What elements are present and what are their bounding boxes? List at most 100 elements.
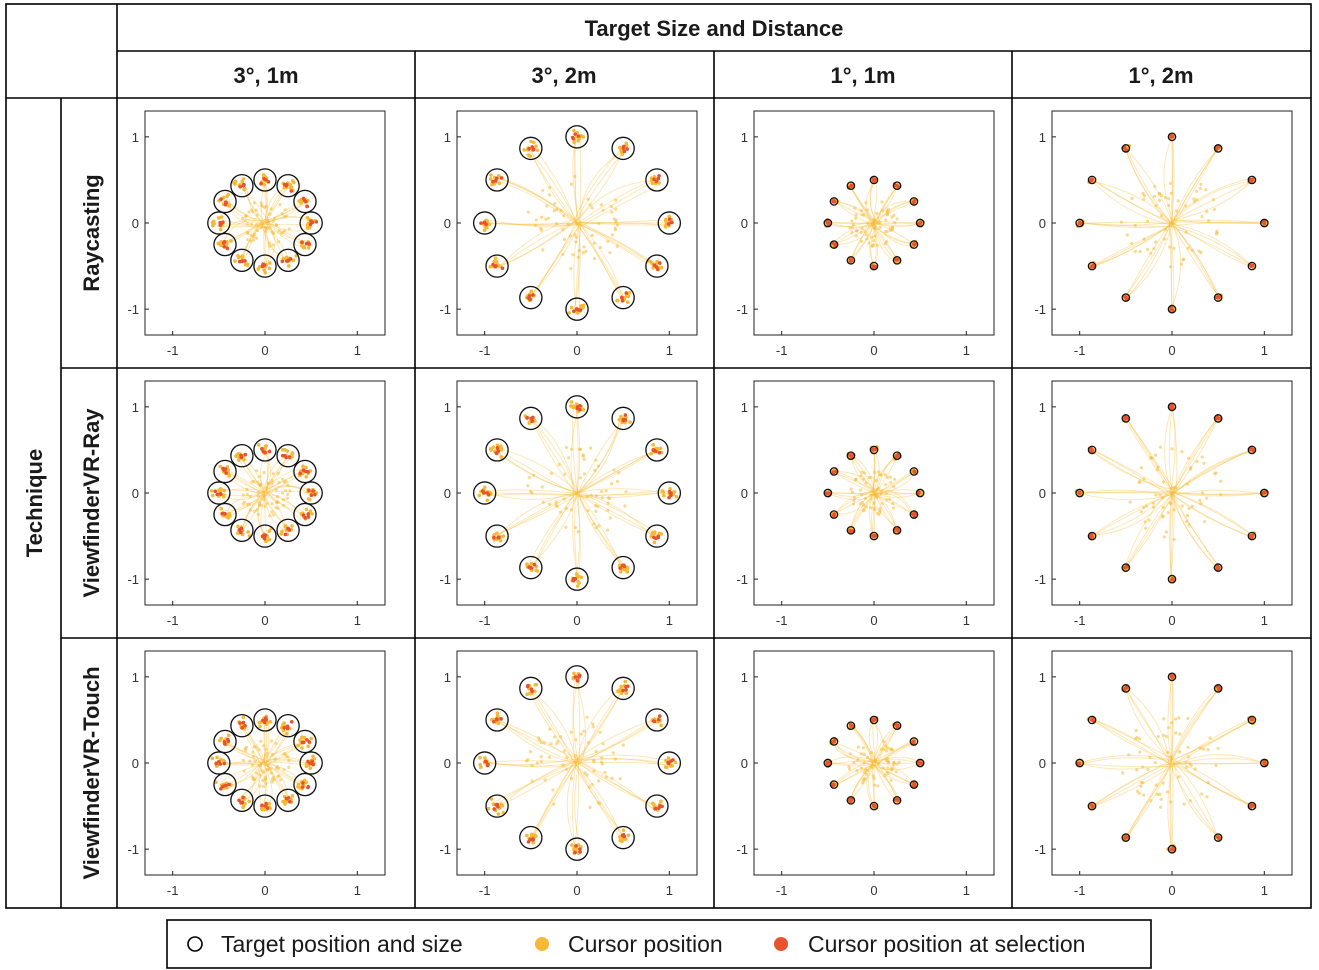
cursor-point — [873, 234, 877, 238]
target-circle — [892, 721, 902, 731]
y-tick-label: 1 — [1039, 670, 1046, 685]
cursor-point — [287, 765, 291, 770]
cursor-point — [1214, 763, 1218, 768]
cursor-trace — [261, 761, 301, 783]
cursor-point — [1142, 237, 1146, 241]
cursor-trace — [263, 760, 267, 803]
cursor-point — [881, 208, 885, 213]
cursor-trace — [577, 221, 666, 226]
scatter-panel: -1 0 1-101 — [439, 380, 698, 628]
cursor-trace — [833, 740, 876, 766]
cursor-point — [665, 765, 669, 770]
cursor-point — [591, 758, 596, 762]
selection-point — [531, 837, 535, 841]
target-circle — [1213, 293, 1223, 302]
cursor-point — [283, 524, 288, 528]
cursor-point — [497, 181, 502, 186]
selection-point — [499, 176, 504, 180]
cursor-trace — [1171, 179, 1253, 221]
cursor-point — [1186, 716, 1190, 721]
cursor-point — [301, 245, 305, 250]
cursor-trace — [1091, 448, 1168, 496]
cursor-point — [562, 497, 566, 501]
cursor-point — [865, 237, 869, 241]
cursor-point — [277, 240, 281, 244]
cursor-cloud — [240, 201, 291, 248]
target-circle — [892, 525, 902, 535]
selection-point — [493, 264, 497, 269]
cursor-point — [264, 747, 268, 751]
cursor-point — [547, 502, 552, 506]
cursor-point — [1159, 797, 1163, 801]
selection-point — [264, 717, 268, 722]
selection-point — [573, 675, 578, 679]
cursor-point — [277, 480, 281, 485]
cursor-trace — [1092, 179, 1175, 226]
cursor-point — [291, 258, 296, 263]
cursor-trace — [1168, 489, 1253, 537]
cursor-trace — [246, 727, 265, 763]
cursor-point — [597, 779, 601, 783]
cursor-point — [1165, 790, 1169, 794]
cursor-point — [541, 188, 545, 193]
cursor-point — [861, 477, 865, 481]
y-tick-label: 1 — [1039, 400, 1046, 415]
cursor-point — [566, 222, 570, 226]
cursor-point — [283, 489, 288, 493]
cursor-point — [1168, 755, 1172, 759]
cursor-trace — [1090, 225, 1170, 269]
cursor-trace — [1172, 762, 1219, 838]
cursor-cloud — [241, 739, 291, 789]
cursor-point — [667, 214, 672, 219]
cursor-point — [880, 501, 884, 506]
target-circle — [611, 136, 635, 161]
target-circle — [892, 451, 902, 461]
cursor-point — [1153, 184, 1157, 188]
selection-point — [243, 259, 247, 263]
selection-point — [1261, 491, 1266, 495]
x-tick-label: -1 — [479, 613, 491, 628]
cursor-point — [308, 497, 312, 502]
cursor-point — [626, 833, 631, 838]
cursor-point — [525, 692, 529, 697]
cursor-trace — [1093, 759, 1173, 807]
cursor-point — [1121, 771, 1125, 775]
cursor-point — [218, 738, 222, 743]
cursor-point — [240, 255, 245, 260]
selection-point — [1216, 416, 1221, 421]
selection-point — [227, 782, 231, 787]
cursor-trace — [1091, 180, 1172, 224]
cursor-point — [597, 524, 601, 528]
cursor-point — [218, 227, 223, 232]
cursor-point — [212, 221, 216, 226]
cursor-point — [526, 210, 530, 214]
selection-point — [895, 723, 900, 728]
selection-point — [300, 785, 305, 789]
selection-point — [873, 264, 878, 269]
target-circle — [829, 737, 839, 746]
selection-point — [1216, 835, 1221, 840]
cursor-trace — [1125, 149, 1171, 226]
cursor-trace — [1171, 764, 1174, 850]
cursor-point — [280, 447, 285, 452]
cursor-trace — [1125, 491, 1174, 567]
target-circle — [253, 794, 277, 818]
cursor-point — [577, 581, 581, 585]
target-circle — [253, 708, 277, 732]
cursor-point — [296, 784, 300, 789]
selection-point — [300, 740, 305, 745]
target-circle — [276, 248, 300, 273]
y-tick-label: 0 — [132, 756, 139, 771]
cursor-trace — [264, 492, 268, 534]
selection-point — [912, 511, 917, 515]
cursor-point — [877, 513, 881, 517]
cursor-point — [299, 201, 304, 205]
cursor-point — [609, 482, 614, 486]
cursor-trace — [1172, 148, 1218, 224]
cursor-point — [862, 752, 867, 756]
cursor-trace — [266, 727, 291, 763]
target-circle — [829, 467, 839, 476]
target-circle — [1247, 261, 1257, 271]
target-circle — [645, 794, 669, 818]
y-tick-label: 1 — [741, 130, 748, 145]
